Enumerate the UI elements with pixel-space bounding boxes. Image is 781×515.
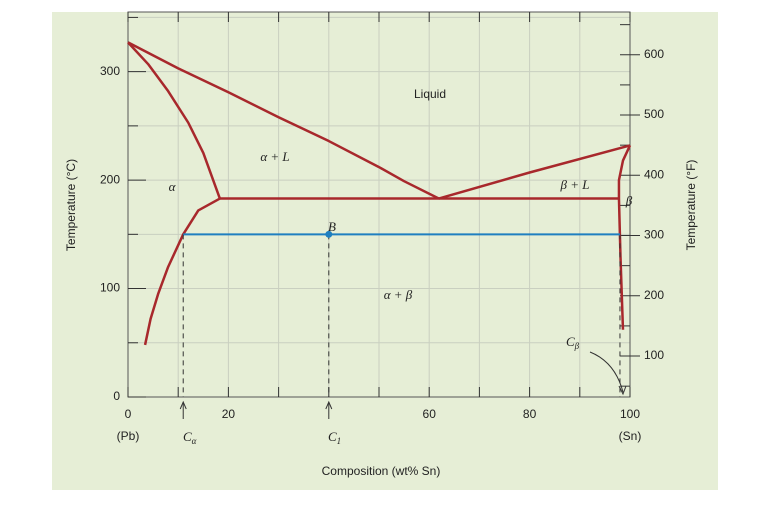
annotation-text: β + L — [560, 177, 590, 192]
y-tick-label: 200 — [100, 172, 120, 186]
y2-tick-label: 600 — [644, 47, 664, 61]
annotation-text: C — [183, 429, 192, 444]
annotation-text: β — [625, 193, 633, 208]
x-tick-label: 0 — [125, 407, 132, 421]
annotation-text: α + L — [260, 149, 289, 164]
annotation: α + β — [384, 287, 413, 302]
x-end-label: (Sn) — [619, 429, 642, 443]
annotation: Cα — [183, 429, 197, 446]
annotation: Liquid — [414, 87, 446, 101]
annotation: α — [169, 179, 177, 194]
annotation-sub: 1 — [337, 436, 342, 446]
annotation-text: α — [169, 179, 177, 194]
annotation: β + L — [560, 177, 590, 192]
annotation: B — [328, 219, 336, 234]
arrow-head — [618, 385, 627, 396]
phase-boundary — [127, 41, 222, 199]
y-tick-label: 100 — [100, 281, 120, 295]
annotation-text: Liquid — [414, 87, 446, 101]
annotation: α + L — [260, 149, 289, 164]
background — [52, 12, 718, 490]
annotation-sub: β — [574, 341, 580, 351]
y2-axis-label: Temperature (°F) — [684, 160, 698, 251]
x-end-label: (Pb) — [117, 429, 140, 443]
arrow-head — [179, 400, 187, 410]
x-tick-label: 60 — [423, 407, 437, 421]
phase-boundary — [143, 197, 221, 346]
x-axis-label: Composition (wt% Sn) — [322, 464, 441, 478]
y-tick-label: 0 — [113, 389, 120, 403]
annotation-text: C — [566, 334, 575, 349]
y2-tick-label: 200 — [644, 288, 664, 302]
x-tick-label: 20 — [222, 407, 236, 421]
annotation-text: B — [328, 219, 336, 234]
y-tick-label: 300 — [100, 64, 120, 78]
annotation: C1 — [328, 429, 341, 446]
annotation: Cβ — [566, 334, 580, 351]
y2-tick-label: 100 — [644, 348, 664, 362]
phase-boundary — [127, 41, 440, 200]
arrow-head — [325, 400, 333, 410]
y-axis-label: Temperature (°C) — [64, 159, 78, 251]
annotation-sub: α — [192, 436, 197, 446]
annotation-text: C — [328, 429, 337, 444]
phase-boundary — [617, 144, 632, 330]
x-tick-label: 100 — [620, 407, 640, 421]
y2-tick-label: 500 — [644, 107, 664, 121]
annotation-text: α + β — [384, 287, 413, 302]
y2-tick-label: 300 — [644, 228, 664, 242]
point-b — [325, 230, 333, 238]
y2-tick-label: 400 — [644, 167, 664, 181]
x-tick-label: 80 — [523, 407, 537, 421]
c-beta-arrow — [589, 351, 624, 393]
phase-boundary — [438, 144, 631, 200]
annotation: β — [625, 193, 633, 208]
